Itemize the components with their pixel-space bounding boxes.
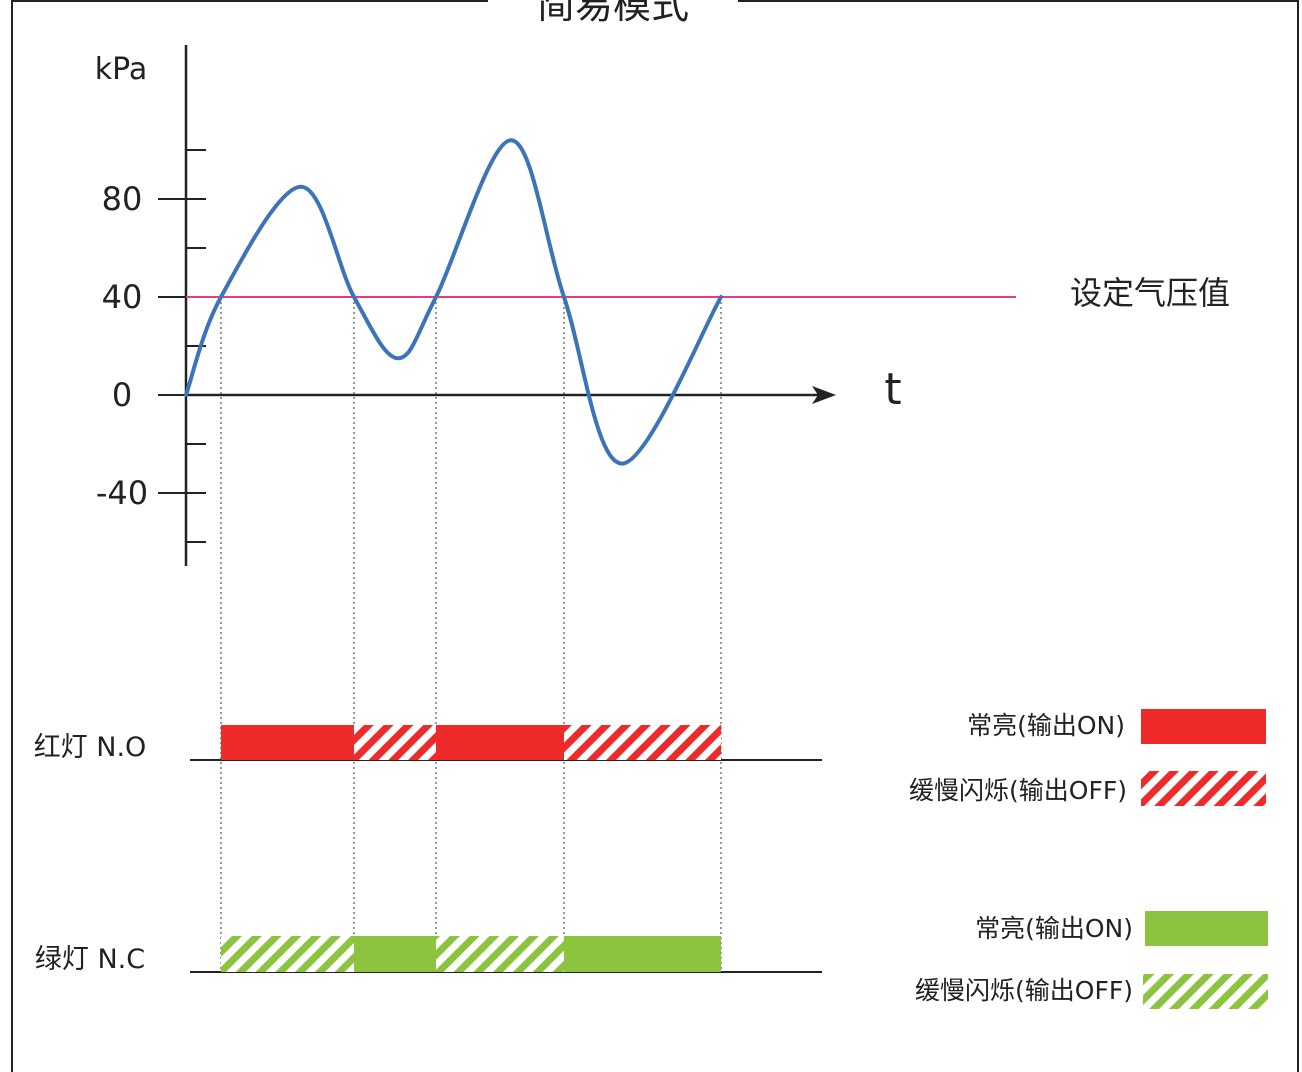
pressure-waveform (186, 140, 721, 463)
frame (12, 0, 1298, 1072)
legend-red-on-swatch (1141, 709, 1266, 744)
red-light-on-segment (436, 725, 564, 760)
legend-red-blink-label: 缓慢闪烁(输出OFF) (909, 776, 1127, 805)
legend-green-on-swatch (1145, 911, 1268, 946)
y-axis-unit: kPa (95, 52, 148, 87)
green-light-blink-segment (436, 936, 564, 972)
green-light-on-segment (564, 936, 721, 972)
light-channels (190, 725, 822, 972)
setpoint-label: 设定气压值 (1070, 274, 1230, 312)
minor-ticks (186, 150, 206, 542)
x-axis-label: t (884, 364, 901, 415)
crossing-guides (221, 297, 721, 972)
y-tick-label: 40 (102, 278, 143, 316)
x-axis (186, 386, 836, 404)
legend-green-blink-label: 缓慢闪烁(输出OFF) (915, 976, 1133, 1005)
legend-green-on-label: 常亮(输出ON) (975, 914, 1133, 943)
y-tick-label: 80 (102, 180, 143, 218)
red-light-blink-segment (354, 725, 436, 760)
green-light-on-segment (354, 936, 436, 972)
green-light-blink-segment (221, 936, 354, 972)
legend-red-blink-swatch (1141, 771, 1266, 806)
red-channel-label: 红灯 N.O (34, 732, 147, 763)
green-channel-label: 绿灯 N.C (35, 944, 145, 975)
y-tick-label: 0 (112, 376, 132, 414)
red-light-on-segment (221, 725, 354, 760)
legend-green-blink-swatch (1143, 974, 1268, 1009)
diagram-title: 简易模式 (537, 0, 689, 27)
legend-red-on-label: 常亮(输出ON) (967, 711, 1125, 740)
red-light-blink-segment (564, 725, 721, 760)
y-tick-label: -40 (96, 474, 148, 512)
legend: 常亮(输出ON) 缓慢闪烁(输出OFF) 常亮(输出ON) 缓慢闪烁(输出OFF… (909, 709, 1268, 1009)
